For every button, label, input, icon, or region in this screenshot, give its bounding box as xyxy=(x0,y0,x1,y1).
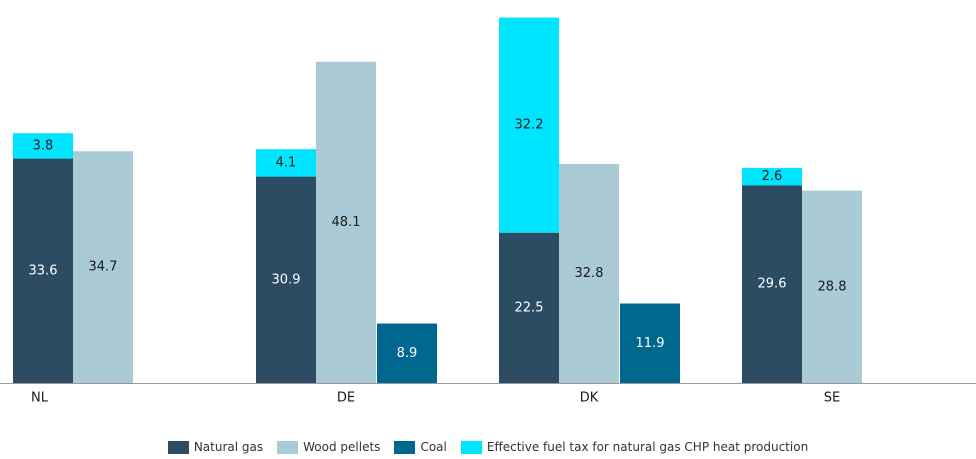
label-wood-pellets-se: 28.8 xyxy=(818,279,847,294)
bar-chart: 33.6 3.8 34.7 NL 30.9 4.1 48.1 8.9 DE 22.5 32.2 32.… xyxy=(0,17,976,406)
label-fuel-tax-nl: 3.8 xyxy=(33,138,54,153)
label-natural-gas-nl: 33.6 xyxy=(29,263,58,278)
bar-fuel-tax-se xyxy=(742,167,802,186)
bar-wood-pellets-dk xyxy=(559,163,619,383)
x-tick-se: SE xyxy=(824,391,840,406)
x-tick-de: DE xyxy=(337,391,355,406)
label-coal-de: 8.9 xyxy=(397,346,418,361)
legend-swatch-wood-pellets xyxy=(277,440,299,454)
bar-fuel-tax-dk xyxy=(499,17,559,233)
bar-coal-de xyxy=(377,323,437,383)
legend-swatch-coal xyxy=(394,440,416,454)
label-wood-pellets-nl: 34.7 xyxy=(89,260,118,275)
bar-wood-pellets-de xyxy=(316,61,376,383)
bar-wood-pellets-nl xyxy=(73,151,133,383)
bar-natural-gas-nl xyxy=(13,158,73,383)
x-tick-nl: NL xyxy=(31,391,49,406)
label-wood-pellets-de: 48.1 xyxy=(332,215,361,230)
legend-label-fuel-tax: Effective fuel tax for natural gas CHP h… xyxy=(486,440,809,454)
legend-item-wood-pellets: Wood pellets xyxy=(277,440,380,454)
label-fuel-tax-de: 4.1 xyxy=(276,155,297,170)
label-coal-dk: 11.9 xyxy=(636,336,665,351)
legend-label-coal: Coal xyxy=(420,440,447,454)
legend-label-wood-pellets: Wood pellets xyxy=(303,440,381,454)
label-natural-gas-se: 29.6 xyxy=(758,277,787,292)
bar-wood-pellets-se xyxy=(802,190,862,383)
label-natural-gas-dk: 22.5 xyxy=(515,300,544,315)
legend-item-natural-gas: Natural gas xyxy=(167,440,264,454)
chart-legend: Natural gas Wood pellets Coal Effective … xyxy=(0,440,976,454)
bar-fuel-tax-de xyxy=(256,149,316,177)
bar-natural-gas-de xyxy=(256,176,316,383)
label-fuel-tax-se: 2.6 xyxy=(762,169,783,184)
label-fuel-tax-dk: 32.2 xyxy=(515,118,544,133)
legend-label-natural-gas: Natural gas xyxy=(193,440,264,454)
label-wood-pellets-dk: 32.8 xyxy=(575,266,604,281)
bar-fuel-tax-nl xyxy=(13,133,73,159)
label-natural-gas-de: 30.9 xyxy=(272,272,301,287)
legend-item-fuel-tax: Effective fuel tax for natural gas CHP h… xyxy=(460,440,809,454)
bar-coal-dk xyxy=(620,303,680,383)
legend-swatch-fuel-tax xyxy=(460,440,482,454)
legend-item-coal: Coal xyxy=(394,440,447,454)
bar-natural-gas-se xyxy=(742,185,802,383)
bar-natural-gas-dk xyxy=(499,232,559,383)
x-tick-dk: DK xyxy=(580,391,599,406)
legend-swatch-natural-gas xyxy=(167,440,189,454)
